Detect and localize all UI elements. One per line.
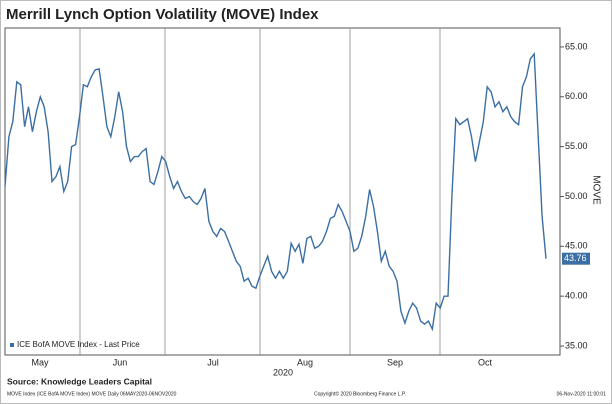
y-axis-label: MOVE [590, 175, 601, 205]
y-tick-label: 45.00 [565, 241, 588, 251]
legend-label: ICE BofA MOVE Index - Last Price [17, 340, 140, 349]
chart-title: Merrill Lynch Option Volatility (MOVE) I… [6, 6, 319, 23]
x-tick-label: Sep [387, 357, 403, 367]
legend-swatch [10, 343, 14, 347]
footer-right: 06-Nov-2020 11:00:01 [557, 391, 607, 397]
last-price-label: 43.76 [564, 253, 587, 263]
line-series [4, 51, 547, 332]
footer-left: MOVE Index (ICE BofA MOVE Index) MOVE Da… [7, 391, 177, 397]
source: Source: Knowledge Leaders Capital [7, 376, 152, 386]
y-tick-label: 50.00 [565, 191, 588, 201]
x-tick-label: Aug [297, 357, 313, 367]
last-price-box [562, 252, 590, 265]
y-tick-label: 65.00 [565, 41, 588, 51]
x-tick-label: Oct [478, 357, 493, 367]
y-tick-label: 60.00 [565, 91, 588, 101]
x-tick-label: Jul [207, 357, 219, 367]
plot-frame [4, 27, 561, 356]
y-tick-label: 35.00 [565, 340, 588, 350]
x-tick-label: May [31, 357, 49, 367]
y-tick-label: 40.00 [565, 291, 588, 301]
footer-center: Copyright© 2020 Bloomberg Finance L.P. [314, 390, 406, 397]
x-axis-label: 2020 [273, 367, 293, 377]
x-tick-label: Jun [113, 357, 128, 367]
y-tick-label: 55.00 [565, 141, 588, 151]
